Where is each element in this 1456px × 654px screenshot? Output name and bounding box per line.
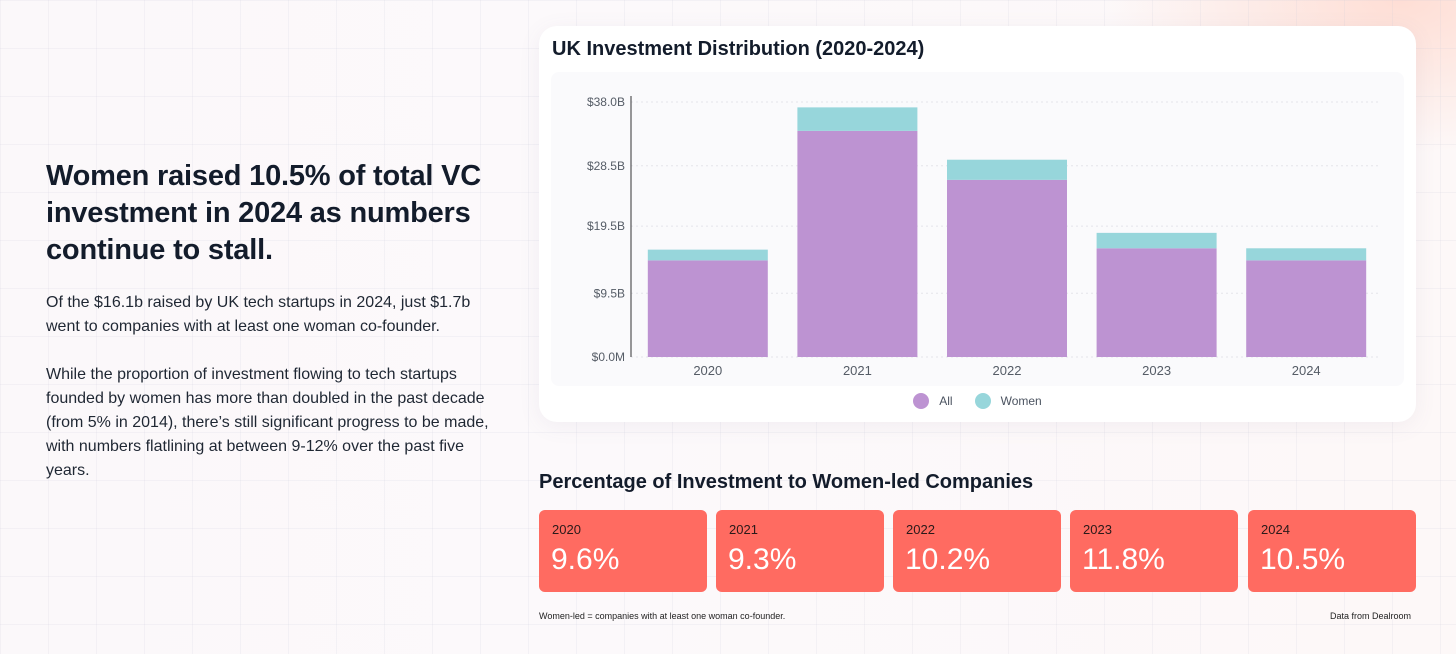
card-value: 11.8% xyxy=(1082,543,1165,576)
x-tick-label: 2022 xyxy=(993,363,1022,378)
percentage-section-title: Percentage of Investment to Women-led Co… xyxy=(539,471,1034,493)
chart-card: UK Investment Distribution (2020-2024) $… xyxy=(539,26,1416,422)
legend-swatch-women xyxy=(974,393,991,409)
y-tick-label: $9.5B xyxy=(594,286,625,300)
chart-title: UK Investment Distribution (2020-2024) xyxy=(552,38,925,60)
x-tick-label: 2023 xyxy=(1142,363,1171,378)
percentage-card-2023: 2023 11.8% xyxy=(1070,510,1238,592)
x-tick-label: 2020 xyxy=(693,363,722,378)
legend-item-women[interactable]: Women xyxy=(974,393,1042,409)
stacked-bar-chart: $0.0M $9.5B $19.5B $28.5B $38.0B 2020 2021 2022… xyxy=(587,95,1379,378)
card-year: 2022 xyxy=(906,522,935,537)
bar-women-2021 xyxy=(797,107,918,131)
card-year: 2024 xyxy=(1261,522,1290,537)
intro-paragraph-1: Of the $16.1b raised by UK tech startups… xyxy=(46,294,471,335)
x-tick-label: 2024 xyxy=(1292,363,1321,378)
bar-all-2023 xyxy=(1096,248,1217,357)
bar-all-2024 xyxy=(1246,260,1367,357)
percentage-card-2020: 2020 9.6% xyxy=(539,510,707,592)
percentage-card-2022: 2022 10.2% xyxy=(893,510,1061,592)
legend-label-all: All xyxy=(939,394,953,408)
footnote: Women-led = companies with at least one … xyxy=(539,611,786,621)
bar-women-2024 xyxy=(1246,248,1367,261)
intro-section: Women raised 10.5% of total VC investmen… xyxy=(46,158,506,483)
data-source: Data from Dealroom xyxy=(1329,611,1411,621)
card-value: 9.3% xyxy=(728,543,797,576)
chart-legend: All Women xyxy=(539,393,1416,409)
card-year: 2020 xyxy=(552,522,581,537)
card-value: 10.2% xyxy=(905,543,991,576)
card-year: 2021 xyxy=(729,522,758,537)
bar-all-2022 xyxy=(947,179,1067,357)
card-value: 10.5% xyxy=(1260,543,1346,576)
percentage-card-2024: 2024 10.5% xyxy=(1248,510,1416,592)
percentage-card-2021: 2021 9.3% xyxy=(716,510,884,592)
bar-all-2021 xyxy=(797,130,918,357)
legend-item-all[interactable]: All xyxy=(913,393,953,409)
x-tick-label: 2021 xyxy=(843,363,872,378)
card-value: 9.6% xyxy=(551,543,620,576)
percentage-cards: 2020 9.6% 2021 9.3% 2022 10.2% 2023 11.8… xyxy=(539,510,1416,592)
headline: Women raised 10.5% of total VC investmen… xyxy=(46,160,482,266)
legend-swatch-all xyxy=(913,393,930,409)
y-tick-label: $19.5B xyxy=(587,219,625,233)
intro-paragraph-2: While the proportion of investment flowi… xyxy=(46,366,489,479)
y-tick-label: $38.0B xyxy=(587,95,625,109)
bar-women-2022 xyxy=(947,159,1067,180)
y-tick-label: $28.5B xyxy=(587,159,625,173)
bar-women-2020 xyxy=(647,249,768,261)
legend-label-women: Women xyxy=(1000,394,1042,408)
card-year: 2023 xyxy=(1083,522,1112,537)
y-tick-label: $0.0M xyxy=(592,350,625,364)
bar-all-2020 xyxy=(647,260,768,357)
bar-women-2023 xyxy=(1096,232,1217,249)
